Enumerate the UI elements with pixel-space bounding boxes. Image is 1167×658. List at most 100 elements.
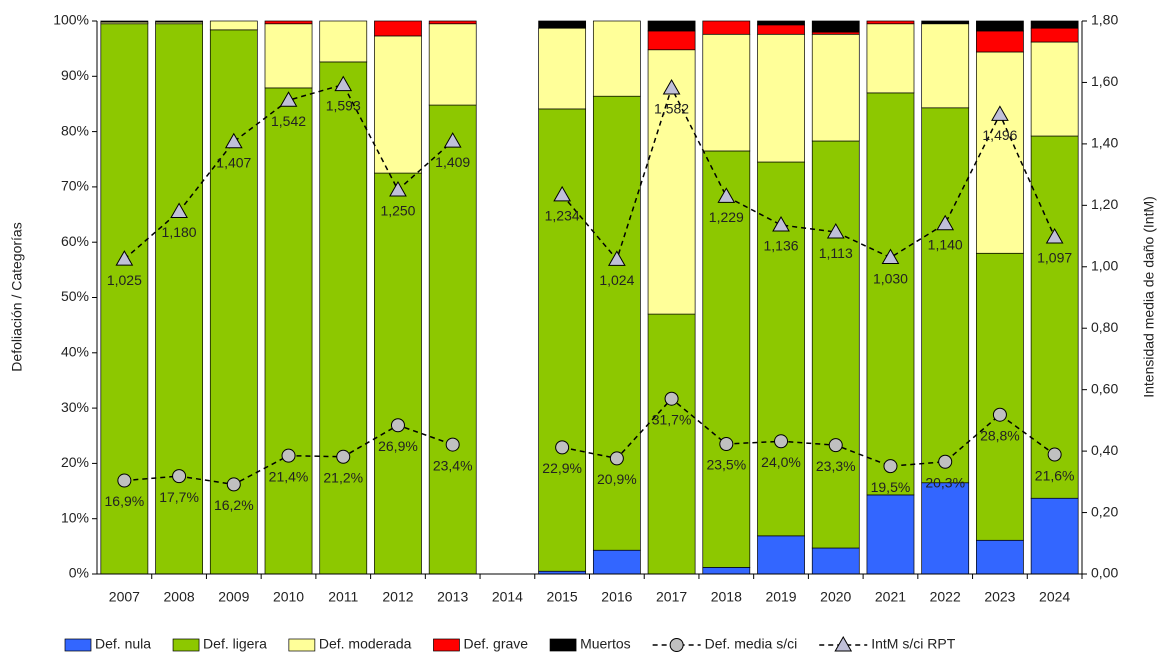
line-marker <box>883 459 898 474</box>
line-marker <box>719 437 734 452</box>
line-marker <box>443 132 462 148</box>
bar-segment <box>374 172 422 575</box>
bar-segment <box>921 23 970 109</box>
legend-label: Def. ligera <box>203 636 267 652</box>
data-label: 16,2% <box>214 497 254 513</box>
line-marker <box>117 473 132 488</box>
line-marker <box>334 75 353 92</box>
data-label: 31,7% <box>652 411 692 427</box>
x-tick-label: 2021 <box>875 589 906 605</box>
line-marker <box>936 214 955 231</box>
legend-swatch <box>433 638 460 652</box>
legend-label: Muertos <box>580 636 631 652</box>
y-axis-label: Defoliación / Categorías <box>9 222 25 371</box>
legend-swatch <box>172 638 200 652</box>
data-label: 1,229 <box>709 209 744 225</box>
y2-tick-label: 1,60 <box>1091 73 1118 89</box>
y-tick-label: 100% <box>53 12 89 28</box>
bar-segment <box>1030 20 1079 29</box>
bar-segment <box>647 313 696 575</box>
line-marker <box>834 635 853 652</box>
bar-segment <box>264 23 313 89</box>
data-label: 21,4% <box>269 468 309 484</box>
bar-segment <box>374 35 422 174</box>
x-tick-label: 2014 <box>492 589 523 605</box>
line-marker <box>279 91 298 107</box>
bar-segment <box>757 20 805 26</box>
bar-segment <box>319 20 368 63</box>
y-tick-label: 10% <box>61 509 89 525</box>
x-tick-label: 2009 <box>218 589 249 605</box>
bar-segment <box>921 20 970 25</box>
line-marker <box>390 418 405 433</box>
y2-tick-label: 0,20 <box>1091 503 1118 519</box>
bar-segment <box>702 20 751 35</box>
legend-swatch <box>288 638 316 652</box>
data-label: 20,9% <box>597 471 637 487</box>
data-label: 22,9% <box>542 460 582 476</box>
bar-segment <box>921 107 970 484</box>
line-marker <box>226 477 241 492</box>
x-tick-label: 2019 <box>765 589 796 605</box>
line-marker <box>662 78 681 95</box>
bar-segment <box>976 539 1024 575</box>
y2-axis-label: Intensidad media de daño (IntM) <box>1141 196 1157 398</box>
data-label: 23,3% <box>816 458 856 474</box>
data-label: 1,409 <box>435 154 470 170</box>
bar-segment <box>1030 41 1079 137</box>
x-tick-label: 2013 <box>437 589 468 605</box>
line <box>123 83 1056 261</box>
data-label: 1,407 <box>216 154 251 170</box>
data-label: 21,2% <box>323 469 363 485</box>
data-label: 1,542 <box>271 113 306 129</box>
y-tick-label: 90% <box>61 67 89 83</box>
line-marker <box>717 187 736 203</box>
bar-segment <box>592 20 641 97</box>
data-label: 1,097 <box>1037 250 1072 266</box>
bar-segment <box>702 150 751 568</box>
bar-segment <box>976 51 1024 254</box>
line-marker <box>881 248 900 265</box>
line-marker <box>991 105 1009 121</box>
line-marker <box>774 434 789 449</box>
data-label: 23,5% <box>706 457 746 473</box>
bar-segment <box>538 108 587 572</box>
data-label: 17,7% <box>159 489 199 505</box>
bar-segment <box>921 482 970 575</box>
bar-segment <box>428 23 477 106</box>
bar-segment <box>209 20 258 31</box>
bar-segment <box>1030 135 1079 499</box>
line-marker <box>445 437 460 452</box>
bar-segment <box>538 27 587 110</box>
data-label: 1,250 <box>380 203 415 219</box>
data-label: 28,8% <box>980 427 1020 443</box>
y2-tick-label: 0,60 <box>1091 380 1118 396</box>
bar-segment <box>592 95 641 551</box>
x-tick-label: 2010 <box>273 589 304 605</box>
bar-segment <box>811 20 860 33</box>
data-label: 1,140 <box>928 236 963 252</box>
y-tick-label: 20% <box>61 454 89 470</box>
bar-segment <box>264 20 313 25</box>
data-label: 1,136 <box>764 238 799 254</box>
data-label: 1,113 <box>819 245 853 261</box>
data-label: 1,234 <box>545 208 580 224</box>
legend-label: Def. nula <box>95 636 151 652</box>
bar-segment <box>100 20 149 23</box>
line-marker <box>172 469 187 484</box>
y2-tick-label: 0,00 <box>1091 565 1118 581</box>
y-tick-label: 0% <box>69 565 89 581</box>
line-marker <box>607 250 626 266</box>
y2-tick-label: 1,40 <box>1091 135 1118 151</box>
bar-segment <box>757 535 805 575</box>
bar-segment <box>811 33 860 142</box>
line-marker <box>1047 447 1062 462</box>
bar-segment <box>1030 27 1079 43</box>
bar-segment <box>702 567 751 575</box>
legend-swatch <box>549 638 577 652</box>
x-tick-label: 2012 <box>382 589 413 605</box>
line-marker <box>828 438 843 453</box>
line-marker <box>1045 227 1064 244</box>
line-marker <box>555 440 570 455</box>
bar-segment <box>702 33 751 152</box>
